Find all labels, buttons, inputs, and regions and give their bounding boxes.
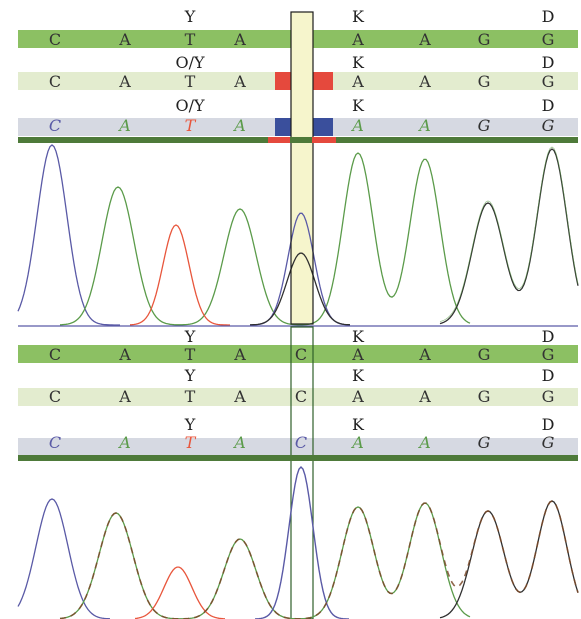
base-letter: G [541,345,555,364]
ambiguity-code: Y [184,7,196,26]
panel_bottom-row1-band [18,345,578,363]
base-letter: A [352,345,364,364]
ambiguity-code: D [541,327,555,346]
base-letter: C [48,30,62,49]
trace-g-peaks [439,148,579,325]
base-letter: A [234,116,246,135]
ambiguity-code: Y [184,366,196,385]
base-letter: A [352,116,364,135]
base-letter: C [48,387,62,406]
base-letter: C [48,116,62,135]
ambiguity-code: D [541,366,555,385]
ambiguity-code: K [352,415,364,434]
ambiguity-code: K [352,96,364,115]
base-letter: A [419,116,431,135]
ambiguity-code: D [541,7,555,26]
base-letter: T [184,345,196,364]
highlight-column-outline [290,11,314,325]
base-letter: A [419,387,431,406]
trace-a-peaks [59,152,471,326]
base-letter: C [294,433,308,452]
trace-a-overlap [439,146,579,322]
base-letter: G [541,433,555,452]
base-letter: A [234,387,246,406]
base-letter: T [184,30,196,49]
ambiguity-code: O/Y [175,53,205,72]
base-letter: A [419,345,431,364]
base-letter: G [541,116,555,135]
base-letter: A [119,387,131,406]
base-letter: A [352,72,364,91]
trace-c-peak-center-bottom [254,465,349,619]
base-letter: A [352,387,364,406]
bottom-separator-bar [18,455,578,461]
base-letter: G [477,116,491,135]
ambiguity-code: Y [184,415,196,434]
base-letter: A [119,30,131,49]
het-red-stub [268,137,290,143]
base-letter: A [119,345,131,364]
base-letter: C [48,433,62,452]
base-letter: G [477,30,491,49]
base-letter: A [119,433,131,452]
ambiguity-code: Y [184,327,196,346]
base-letter: C [48,345,62,364]
base-letter: G [541,72,555,91]
base-letter: G [477,433,491,452]
base-letter: A [352,433,364,452]
trace-brown-overlay [59,500,579,619]
base-letter: T [184,72,196,91]
trace-a-peaks-bottom [59,502,471,619]
base-letter: A [419,72,431,91]
highlight-column-bottom [290,326,314,619]
base-letter: T [184,387,196,406]
base-letter: G [541,387,555,406]
ambiguity-code: O/Y [175,96,205,115]
top-separator-bar [18,137,578,143]
base-letter: A [419,30,431,49]
panel_bottom-row2-band [18,388,578,406]
trace-c-peak-bottom [17,498,111,619]
base-letter: G [477,72,491,91]
trace-t-peak-bottom [134,566,226,619]
het-red-stub [312,137,336,143]
trace-g-het-peak [249,252,351,326]
base-letter: G [477,345,491,364]
base-letter: A [419,433,431,452]
ambiguity-code: K [352,366,364,385]
base-letter: A [234,345,246,364]
base-letter: C [294,345,308,364]
ambiguity-code: D [541,415,555,434]
base-letter: A [119,116,131,135]
ambiguity-code: D [541,53,555,72]
base-letter: T [184,116,196,135]
base-letter: A [119,72,131,91]
ambiguity-code: D [541,96,555,115]
highlight-column-fill [291,12,313,324]
base-letter: A [234,30,246,49]
ambiguity-code: K [352,7,364,26]
trace-g-peaks-bottom [439,500,579,619]
base-letter: T [184,433,196,452]
base-letter: C [294,387,308,406]
ambiguity-code: K [352,53,364,72]
ambiguity-code: K [352,327,364,346]
base-letter: G [477,387,491,406]
base-letter: A [234,433,246,452]
panel_bottom-row3-band [18,438,578,456]
trace-t-peak [129,224,230,326]
base-letter: C [48,72,62,91]
base-letter: G [541,30,555,49]
trace-c-peak [17,144,120,326]
base-letter: A [234,72,246,91]
base-letter: A [352,30,364,49]
